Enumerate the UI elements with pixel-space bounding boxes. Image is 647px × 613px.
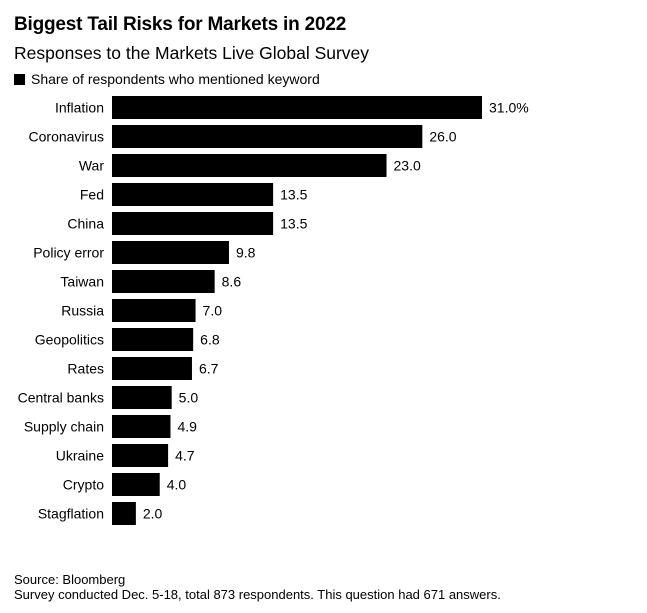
category-label-supply-chain: Supply chain [24,419,104,435]
bar-china [112,212,274,235]
bar-inflation [112,96,482,119]
category-label-russia: Russia [61,303,104,319]
value-label-supply-chain: 4.9 [177,419,197,435]
bar-fed [112,183,274,206]
value-label-coronavirus: 26.0 [429,129,456,145]
legend-label: Share of respondents who mentioned keywo… [31,71,320,87]
bar-central-banks [112,386,172,409]
category-label-geopolitics: Geopolitics [35,332,104,348]
value-label-inflation: 31.0% [489,100,529,116]
bar-supply-chain [112,415,171,438]
bar-geopolitics [112,328,194,351]
value-label-crypto: 4.0 [167,477,187,493]
bar-war [112,154,387,177]
value-label-stagflation: 2.0 [143,506,163,522]
value-label-war: 23.0 [394,158,421,174]
category-label-fed: Fed [80,187,104,203]
value-label-taiwan: 8.6 [222,274,242,290]
legend: Share of respondents who mentioned keywo… [14,71,320,87]
category-label-coronavirus: Coronavirus [29,129,104,145]
source-note: Source: Bloomberg Survey conducted Dec. … [14,572,501,602]
value-label-china: 13.5 [280,216,307,232]
bar-coronavirus [112,125,423,148]
bar-policy-error [112,241,229,264]
bar-chart: Inflation 31.0% Coronavirus 26.0 War 23.0 Fed 1… [18,96,529,525]
value-label-geopolitics: 6.8 [200,332,220,348]
survey-note: Survey conducted Dec. 5-18, total 873 re… [14,587,501,602]
value-label-russia: 7.0 [203,303,223,319]
bar-ukraine [112,444,169,467]
value-label-central-banks: 5.0 [179,390,199,406]
chart-subtitle: Responses to the Markets Live Global Sur… [14,43,370,63]
value-label-rates: 6.7 [199,361,219,377]
value-label-policy-error: 9.8 [236,245,256,261]
category-label-taiwan: Taiwan [60,274,104,290]
bar-taiwan [112,270,215,293]
category-label-ukraine: Ukraine [56,448,104,464]
category-label-crypto: Crypto [63,477,104,493]
category-label-china: China [67,216,104,232]
category-label-war: War [79,158,104,174]
bar-russia [112,299,196,322]
bar-crypto [112,473,160,496]
value-label-ukraine: 4.7 [175,448,195,464]
source-line: Source: Bloomberg [14,572,126,587]
category-label-policy-error: Policy error [33,245,104,261]
category-label-inflation: Inflation [55,100,104,116]
category-label-rates: Rates [67,361,104,377]
category-label-central-banks: Central banks [18,390,104,406]
chart-title: Biggest Tail Risks for Markets in 2022 [14,14,347,35]
legend-swatch [14,73,25,85]
bar-rates [112,357,192,380]
value-label-fed: 13.5 [280,187,307,203]
bar-stagflation [112,502,136,525]
category-label-stagflation: Stagflation [38,506,104,522]
